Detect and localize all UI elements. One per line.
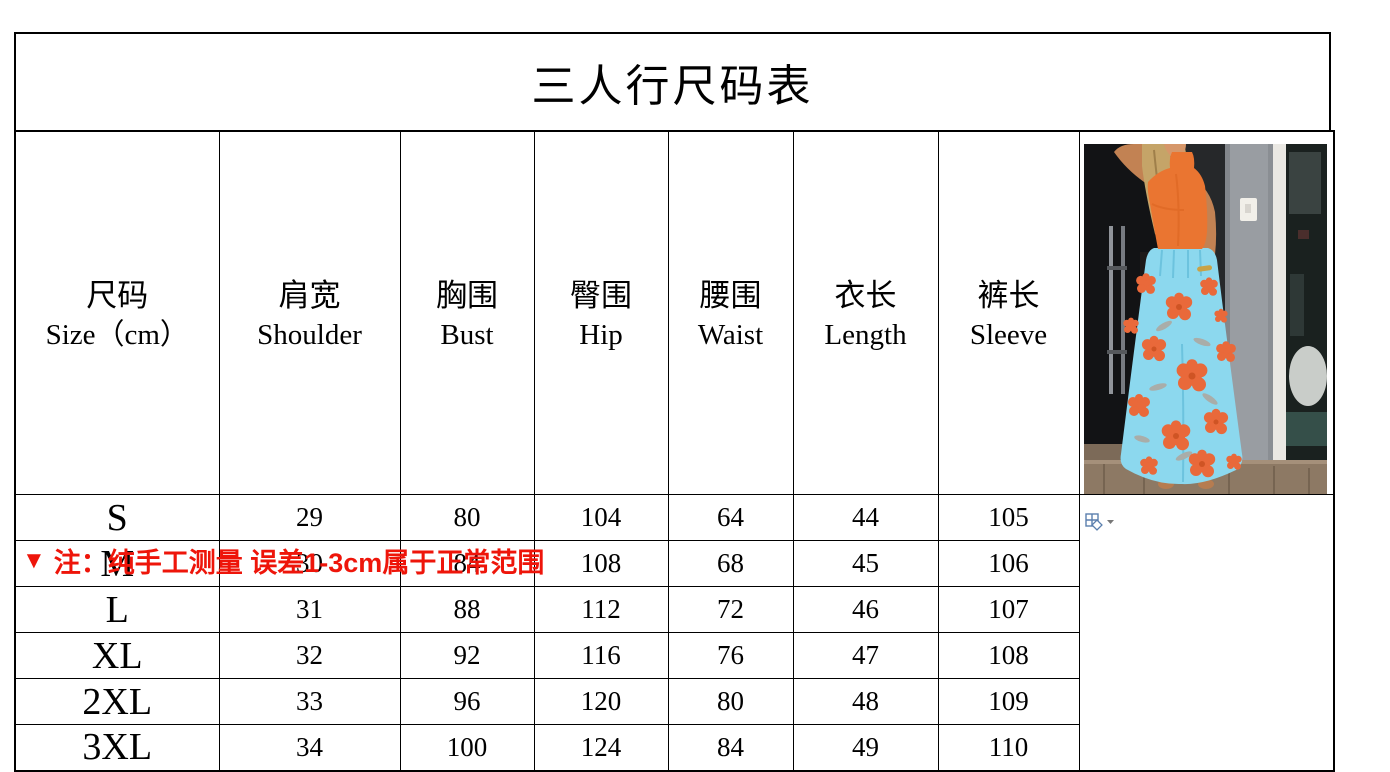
table-row-l: L 31 88 112 72 46 107: [14, 586, 1334, 633]
table-row-s: S 29 80 104 64 44 105: [14, 494, 1334, 541]
header-label-zh: 裤长: [977, 278, 1040, 314]
leaf-print: [1133, 320, 1218, 461]
table-row-2xl: 2XL 33 96 120 80 48 109: [14, 678, 1334, 725]
value-cell: 46: [792, 586, 939, 633]
header-label-zh: 肩宽: [278, 278, 341, 314]
header-label-zh: 胸围: [436, 278, 498, 314]
size-label: 3XL: [14, 724, 220, 771]
value-cell: 64: [667, 494, 794, 541]
value-cell: 32: [218, 632, 401, 679]
table-row-xl: XL 32 92 116 76 47 108: [14, 632, 1334, 679]
bracelet: [1196, 265, 1212, 272]
value-cell: 29: [218, 494, 401, 541]
value-cell: 92: [399, 632, 535, 679]
header-label-zh: 衣长: [834, 278, 897, 314]
size-chart-title-box: 三人行尺码表: [14, 32, 1331, 132]
value-cell: 112: [533, 586, 669, 633]
table-row-3xl: 3XL 34 100 124 84 49 110: [14, 724, 1334, 771]
value-cell: 105: [937, 494, 1080, 541]
value-cell: 49: [792, 724, 939, 771]
value-cell: 44: [792, 494, 939, 541]
header-label-en: Shoulder: [257, 319, 362, 352]
value-cell: 107: [937, 586, 1080, 633]
value-cell: 34: [218, 724, 401, 771]
value-cell: 116: [533, 632, 669, 679]
value-cell: 84: [667, 724, 794, 771]
value-cell: 80: [399, 494, 535, 541]
header-cell-hip: 臀围 Hip: [533, 130, 669, 495]
measurement-note: ▼ 注：纯手工测量 误差1-3cm属于正常范围: [22, 541, 544, 580]
value-cell: 104: [533, 494, 669, 541]
header-label-en: Sleeve: [969, 319, 1048, 352]
value-cell: 109: [937, 678, 1080, 725]
value-cell: 106: [937, 540, 1080, 587]
layout-options-icon: [1085, 513, 1103, 531]
value-cell: 120: [533, 678, 669, 725]
value-cell: 76: [667, 632, 794, 679]
header-cell-length: 衣长 Length: [792, 130, 939, 495]
value-cell: 108: [937, 632, 1080, 679]
product-photo[interactable]: [1083, 144, 1327, 494]
value-cell: 80: [667, 678, 794, 725]
layout-options-button[interactable]: [1084, 509, 1120, 535]
page-title: 三人行尺码表: [531, 62, 814, 111]
header-cell-bust: 胸围 Bust: [399, 130, 535, 495]
door-handle: [1108, 226, 1113, 394]
header-cell-size: 尺码 Size（cm）: [14, 130, 220, 495]
value-cell: 48: [792, 678, 939, 725]
size-chart-table: 尺码 Size（cm） 肩宽 Shoulder 胸围 Bust 臀围 Hip 腰围 Waist 衣长…: [14, 130, 1335, 772]
header-label-en: Size（cm）: [45, 319, 189, 352]
header-cell-sleeve: 裤长 Sleeve: [937, 130, 1080, 495]
header-label-zh: 腰围: [699, 278, 762, 314]
size-label: S: [14, 494, 220, 541]
value-cell: 33: [218, 678, 401, 725]
value-cell: 108: [533, 540, 669, 587]
note-text: 注：纯手工测量 误差1-3cm属于正常范围: [53, 548, 545, 578]
header-label-en: Hip: [579, 319, 623, 352]
value-cell: 45: [792, 540, 939, 587]
header-cell-shoulder: 肩宽 Shoulder: [218, 130, 401, 495]
value-cell: 68: [667, 540, 794, 587]
value-cell: 96: [399, 678, 535, 725]
header-label-zh: 尺码: [86, 278, 149, 314]
value-cell: 100: [399, 724, 535, 771]
value-cell: 31: [218, 586, 401, 633]
product-photo-cell: [1078, 130, 1335, 495]
note-triangle-icon: ▼: [22, 546, 46, 574]
size-label: 2XL: [14, 678, 220, 725]
size-label: L: [14, 586, 220, 633]
value-cell: 84: [399, 540, 535, 587]
table-header-row: 尺码 Size（cm） 肩宽 Shoulder 胸围 Bust 臀围 Hip 腰围 Waist 衣长…: [14, 130, 1335, 495]
header-label-zh: 臀围: [570, 278, 632, 314]
table-row-m: M 30 84 108 68 45 106: [14, 540, 1334, 587]
door-frame: [1272, 144, 1286, 478]
value-cell: 47: [792, 632, 939, 679]
value-cell: 88: [399, 586, 535, 633]
door-handle: [1120, 226, 1125, 394]
orange-top: [1169, 152, 1194, 168]
size-label: XL: [14, 632, 220, 679]
value-cell: 110: [937, 724, 1080, 771]
header-cell-waist: 腰围 Waist: [667, 130, 794, 495]
header-label-en: Length: [824, 319, 907, 352]
dropdown-caret-icon: [1107, 520, 1114, 524]
value-cell: 124: [533, 724, 669, 771]
header-label-en: Bust: [440, 319, 494, 352]
value-cell: 72: [667, 586, 794, 633]
size-label: M: [14, 540, 220, 587]
header-label-en: Waist: [697, 319, 764, 352]
orange-top: [1147, 168, 1207, 249]
